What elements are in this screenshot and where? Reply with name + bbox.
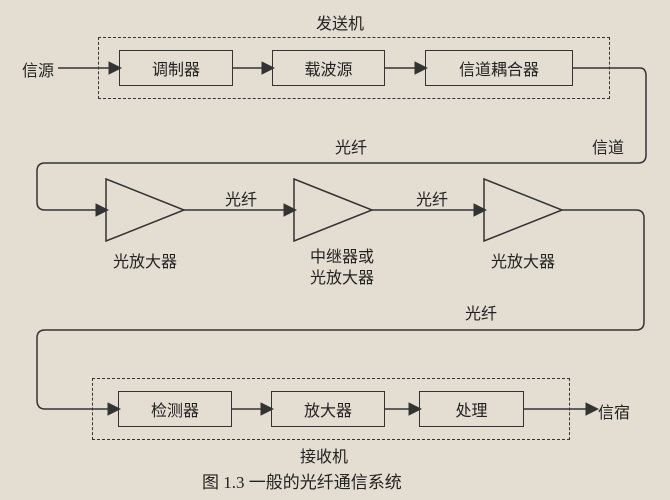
flowchart-canvas: 调制器 载波源 信道耦合器 检测器 放大器 处理 发送机 接收机 信源 信宿 信… [0, 0, 670, 500]
coupler-box: 信道耦合器 [425, 50, 573, 86]
carrier-label: 载波源 [304, 56, 352, 80]
carrier-box: 载波源 [272, 50, 385, 86]
fiber-label-mid1: 光纤 [225, 186, 257, 210]
amp2-triangle-icon [484, 179, 562, 241]
amp1-triangle-icon [106, 179, 184, 241]
amplifier3-label: 放大器 [304, 397, 352, 421]
repeater-label-text: 中继器或光放大器 [310, 249, 374, 287]
amplifier3-box: 放大器 [271, 391, 385, 427]
source-label: 信源 [22, 57, 54, 81]
fiber-label-top: 光纤 [335, 134, 367, 158]
repeater-triangle-icon [294, 179, 372, 241]
modulator-label: 调制器 [152, 56, 200, 80]
detector-box: 检测器 [118, 391, 232, 427]
channel-label: 信道 [592, 134, 624, 158]
receiver-group-label: 接收机 [300, 443, 348, 467]
amp2-label: 光放大器 [491, 248, 555, 272]
transmitter-group-label: 发送机 [316, 10, 364, 34]
detector-label: 检测器 [151, 397, 199, 421]
modulator-box: 调制器 [119, 50, 233, 86]
fiber-label-bottom: 光纤 [465, 300, 497, 324]
processor-label: 处理 [455, 397, 487, 421]
fiber-label-mid2: 光纤 [416, 186, 448, 210]
amp1-label: 光放大器 [113, 248, 177, 272]
figure-caption: 图 1.3 一般的光纤通信系统 [202, 468, 402, 493]
coupler-label: 信道耦合器 [459, 56, 539, 80]
repeater-label: 中继器或光放大器 [302, 248, 382, 290]
sink-label: 信宿 [598, 399, 630, 423]
processor-box: 处理 [419, 391, 524, 427]
